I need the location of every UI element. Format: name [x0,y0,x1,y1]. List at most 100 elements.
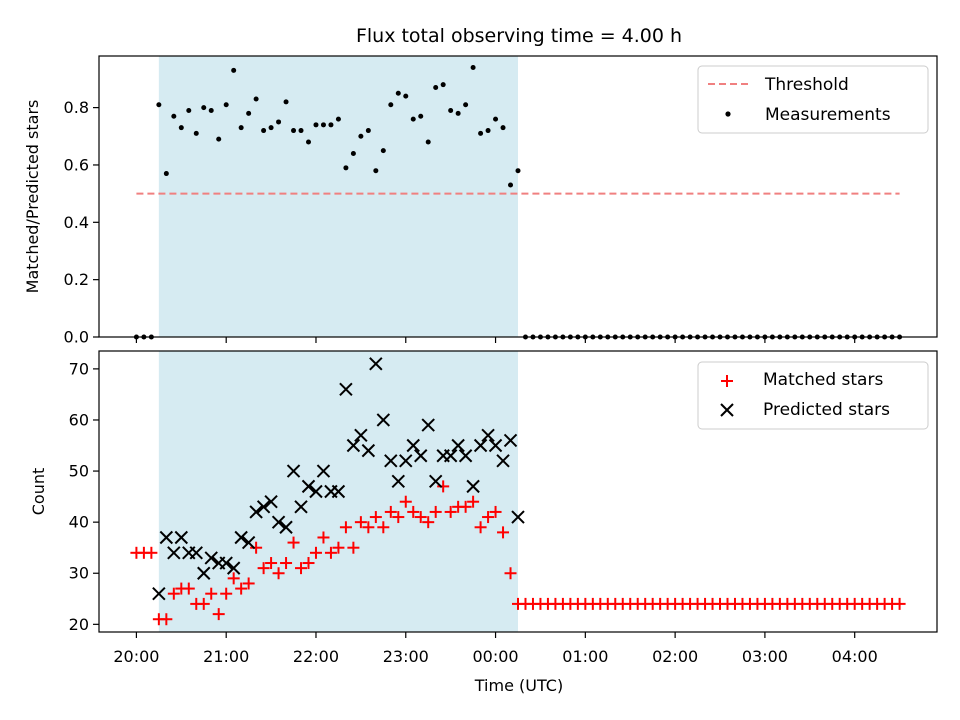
y-tick-label: 0.2 [64,270,89,289]
measurement-point [328,122,334,128]
measurement-point [395,90,401,96]
measurement-point [171,113,177,119]
y-tick-label: 0.6 [64,155,89,174]
predicted-star-point [511,510,525,524]
matched-star-point [339,521,352,534]
matched-star-point [250,541,263,554]
y-tick-label: 0.4 [64,213,89,232]
measurement-point [335,116,341,122]
predicted-star-point [234,530,248,545]
measurement-point [410,116,416,122]
matched-star-point [302,557,315,570]
predicted-star-point [189,546,203,560]
matched-star-point [392,511,405,524]
predicted-star-point [264,495,278,509]
predicted-star-point [204,551,218,565]
measurement-point [373,168,379,174]
measurement-point [418,113,424,119]
predicted-star-point [428,474,443,488]
measurement-point [485,128,491,134]
predicted-star-point [159,530,174,545]
matched-star-point [227,572,240,585]
y-tick-label: 20 [69,615,89,634]
predicted-star-point [226,561,241,575]
measurement-point [365,128,371,134]
matched-star-point [265,557,278,570]
predicted-star-point [361,443,376,458]
matched-star-point [497,526,510,539]
predicted-star-point [301,479,316,494]
top-legend: Threshold Measurements [697,65,929,134]
y-tick-label: 0.8 [64,98,89,117]
matched-star-point [467,495,480,508]
predicted-star-point [256,500,271,514]
matched-star-point [504,567,517,580]
predicted-star-point [466,479,480,494]
measurement-point [320,122,326,128]
measurement-point [508,182,514,188]
measurement-point [186,107,192,113]
predicted-star-point [309,484,323,499]
measurement-point [261,128,267,134]
x-tick-label: 21:00 [203,647,249,666]
matched-star-point [414,511,427,524]
x-tick-label: 02:00 [652,647,698,666]
measurement-point [463,102,469,108]
measurement-point [216,136,222,142]
matched-star-point [489,505,502,518]
legend-measurements-swatch [725,111,731,117]
matched-star-point [474,521,487,534]
predicted-star-point [249,505,263,519]
measurement-point [208,107,214,113]
measurement-point [201,105,207,111]
matched-star-point [437,480,450,493]
matched-star-point [235,582,248,595]
x-tick-label: 04:00 [832,647,878,666]
measurement-point [298,128,304,134]
matched-star-point [272,567,285,580]
legend-matched-label: Matched stars [763,370,883,390]
predicted-star-point [458,449,473,463]
legend-predicted-swatch [720,403,734,417]
matched-star-point [197,597,210,610]
top-axes-frame [98,55,938,338]
measurement-point [313,122,319,128]
y-tick-label: 70 [69,359,89,378]
matched-star-point [893,597,906,610]
predicted-star-point [481,428,495,443]
predicted-star-point [152,586,166,601]
measurement-point [223,102,229,108]
measurement-point [380,148,386,154]
matched-star-point [369,511,382,524]
measurement-point [306,139,311,145]
matched-star-point [242,577,255,590]
top-axes: 0.00.20.40.60.8 Matched/Predicted stars … [23,55,938,347]
x-tick-label: 03:00 [742,647,788,666]
measurement-point [238,125,244,131]
measurement-point [425,139,431,145]
measurement-point [268,125,274,131]
matched-star-point [257,562,270,575]
predicted-star-point [339,382,353,397]
predicted-star-point [496,454,510,468]
measurement-point [478,130,484,136]
predicted-star-point [399,454,413,468]
predicted-star-point [294,500,308,514]
bottom-y-axis-label: Count [29,468,48,516]
matched-star-point [287,536,300,549]
measurement-point [246,110,252,116]
predicted-star-point [271,515,286,529]
x-tick-label: 00:00 [472,647,518,666]
matched-star-point [309,546,322,559]
predicted-star-point [451,438,465,453]
predicted-star-point [167,546,181,560]
bottom-legend: Matched stars Predicted stars [697,361,929,430]
measurement-point [448,107,454,113]
measurement-point [291,128,297,134]
predicted-star-point [279,520,293,534]
measurement-point [231,67,237,73]
predicted-star-point [414,449,428,463]
legend-matched-swatch [721,375,733,387]
measurement-point [433,85,439,91]
x-tick-label: 01:00 [562,647,608,666]
